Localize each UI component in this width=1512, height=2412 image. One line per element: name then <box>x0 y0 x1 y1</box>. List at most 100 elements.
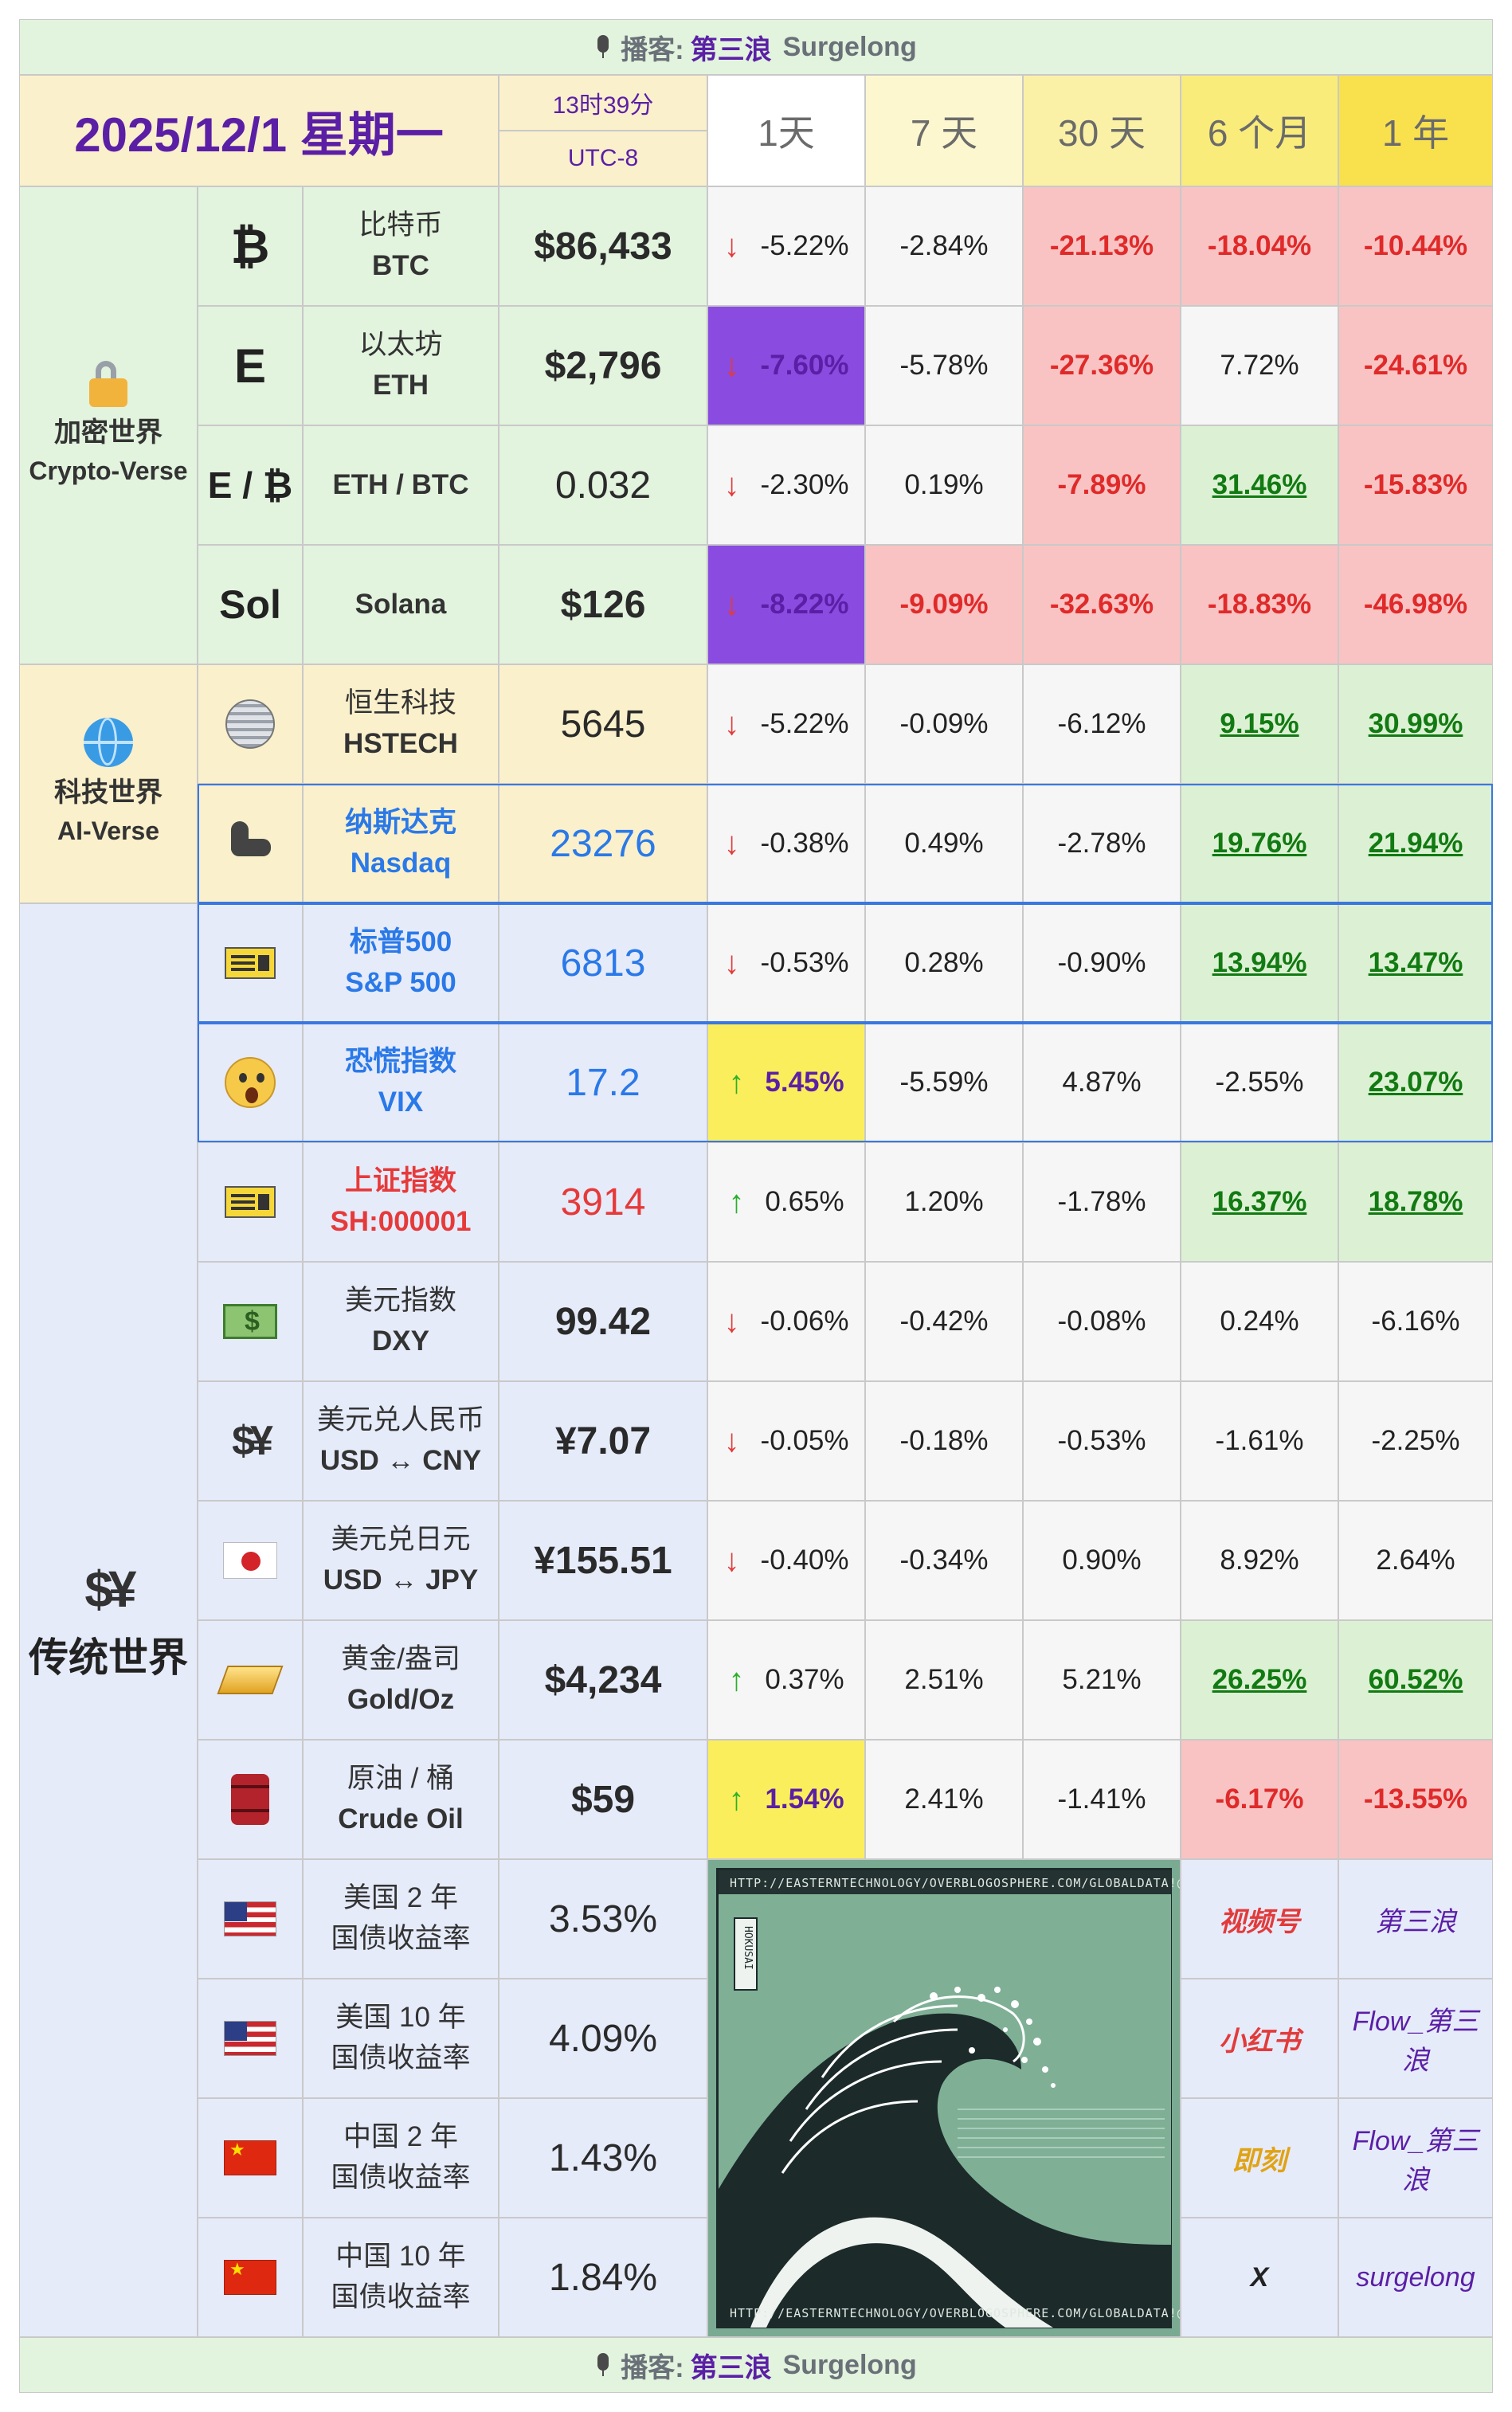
down-arrow-icon: ↓ <box>723 706 740 742</box>
change-y1-cell: 13.47% <box>1338 903 1493 1023</box>
change-d1-cell: ↓ -0.06% <box>707 1262 865 1381</box>
change-d30-cell: -7.89% <box>1023 425 1181 545</box>
change-y1-cell: -15.83% <box>1338 425 1493 545</box>
change-value: -21.13% <box>1049 230 1154 261</box>
row-price-cell: 0.032 <box>499 425 707 545</box>
change-y1-cell: 2.64% <box>1338 1501 1493 1620</box>
social-platform-name: 小红书 <box>1219 2026 1300 2057</box>
change-m6-cell: 8.92% <box>1181 1501 1338 1620</box>
change-m6-cell: 9.15% <box>1181 664 1338 784</box>
change-d7-cell: -0.34% <box>865 1501 1023 1620</box>
row-icon-cell <box>198 1262 303 1381</box>
change-value: 9.15% <box>1220 708 1299 739</box>
change-m6-cell: 16.37% <box>1181 1142 1338 1262</box>
section-tech-title: 科技世界 <box>54 777 163 809</box>
asset-name: 恒生科技 <box>344 687 456 719</box>
podcast-brand: Surgelong <box>782 2349 917 2380</box>
asset-name: 比特币 <box>358 209 443 241</box>
change-d1-cell: ↓ -5.22% <box>707 664 865 784</box>
asset-symbol-icon: ₿ <box>230 219 270 273</box>
social-handle: 第三浪 <box>1338 1859 1493 1979</box>
change-y1-cell: 21.94% <box>1338 784 1493 903</box>
change-value: 13.94% <box>1212 947 1307 978</box>
asset-symbol-icon: E / ₿ <box>207 464 293 506</box>
asset-name: Solana <box>354 588 447 620</box>
change-d30-cell: -0.53% <box>1023 1381 1181 1501</box>
change-d1-cell: ↑ 0.37% <box>707 1620 865 1740</box>
asset-code: Crude Oil <box>338 1803 464 1834</box>
us-flag-icon <box>224 2021 276 2056</box>
change-m6-cell: -1.61% <box>1181 1381 1338 1501</box>
up-arrow-icon: ↑ <box>728 1184 745 1220</box>
social-platform: 视频号 <box>1181 1859 1338 1979</box>
change-value: 0.65% <box>765 1186 844 1217</box>
row-icon-cell <box>198 1740 303 1859</box>
down-arrow-icon: ↓ <box>723 1303 740 1339</box>
change-value: -24.61% <box>1363 350 1468 381</box>
down-arrow-icon: ↓ <box>723 945 740 981</box>
asset-name: 美元指数 <box>344 1285 456 1317</box>
change-d1-cell: ↓ -8.22% <box>707 545 865 664</box>
artwork-frame: HTTP://EASTERNTECHNOLOGY/OVERBLOGOSPHERE… <box>716 1868 1180 2328</box>
social-handle-name: surgelong <box>1356 2261 1475 2293</box>
microphone-icon <box>595 2353 611 2377</box>
change-value: -5.22% <box>760 230 849 261</box>
change-d7-cell: -5.59% <box>865 1023 1023 1142</box>
banknote-icon <box>223 1304 277 1339</box>
change-d1-cell: ↓ -0.38% <box>707 784 865 903</box>
artwork-url-bottom: HTTP://EASTERNTECHNOLOGY/OVERBLOGOSPHERE… <box>730 2306 1181 2320</box>
ticket-icon <box>225 947 276 979</box>
change-y1-cell: 30.99% <box>1338 664 1493 784</box>
social-platform: 小红书 <box>1181 1979 1338 2098</box>
change-value: 2.64% <box>1376 1545 1455 1576</box>
change-y1-cell: -13.55% <box>1338 1740 1493 1859</box>
row-name-cell: 上证指数 SH:000001 <box>303 1142 499 1262</box>
change-value: -2.30% <box>760 469 849 500</box>
change-d1-cell: ↓ -7.60% <box>707 306 865 425</box>
change-value: 1.54% <box>765 1784 844 1815</box>
change-value: -5.22% <box>760 708 849 739</box>
change-value: -46.98% <box>1363 589 1468 620</box>
date-label: 2025/12/1 星期一 <box>19 75 499 186</box>
change-value: 26.25% <box>1212 1664 1307 1695</box>
change-value: -6.17% <box>1215 1784 1304 1815</box>
asset-name: 中国 2 年 <box>343 2121 458 2153</box>
up-arrow-icon: ↑ <box>728 1781 745 1817</box>
row-price-cell: 99.42 <box>499 1262 707 1381</box>
down-arrow-icon: ↓ <box>723 1423 740 1459</box>
change-d1-cell: ↑ 5.45% <box>707 1023 865 1142</box>
change-y1-cell: -2.25% <box>1338 1381 1493 1501</box>
asset-name: 上证指数 <box>344 1165 456 1197</box>
row-name-cell: 恒生科技 HSTECH <box>303 664 499 784</box>
asset-name: 美元兑日元 <box>331 1524 471 1556</box>
row-name-cell: 美元兑日元 USD ↔ JPY <box>303 1501 499 1620</box>
change-d30-cell: -0.08% <box>1023 1262 1181 1381</box>
period-header-30d: 30 天 <box>1023 75 1181 186</box>
row-icon-cell <box>198 1142 303 1262</box>
change-value: -2.55% <box>1215 1067 1304 1098</box>
change-m6-cell: 7.72% <box>1181 306 1338 425</box>
change-value: -2.25% <box>1371 1425 1460 1456</box>
row-price-cell: $59 <box>499 1740 707 1859</box>
row-icon-cell <box>198 903 303 1023</box>
change-value: -6.12% <box>1057 708 1146 739</box>
change-value: 16.37% <box>1212 1186 1307 1217</box>
lock-icon <box>86 361 131 409</box>
us-flag-icon <box>224 1901 276 1936</box>
section-tech-subtitle: AI-Verse <box>57 816 160 846</box>
section-crypto-subtitle: Crypto-Verse <box>29 456 188 486</box>
podcast-label: 播客: <box>621 2352 684 2383</box>
asset-code: ETH <box>373 370 429 401</box>
asset-symbol-icon: Sol <box>219 582 281 627</box>
asset-name: 中国 10 年 <box>335 2241 466 2273</box>
row-price-cell: 23276 <box>499 784 707 903</box>
change-value: -1.41% <box>1057 1784 1146 1815</box>
change-d7-cell: 0.19% <box>865 425 1023 545</box>
china-flag-icon <box>224 2140 276 2175</box>
change-d30-cell: -6.12% <box>1023 664 1181 784</box>
row-price-cell: 4.09% <box>499 1979 707 2098</box>
row-price-cell: $4,234 <box>499 1620 707 1740</box>
podcast-name: 第三浪 <box>690 2352 772 2383</box>
japan-flag-icon <box>223 1542 277 1579</box>
change-value: 31.46% <box>1212 469 1307 500</box>
